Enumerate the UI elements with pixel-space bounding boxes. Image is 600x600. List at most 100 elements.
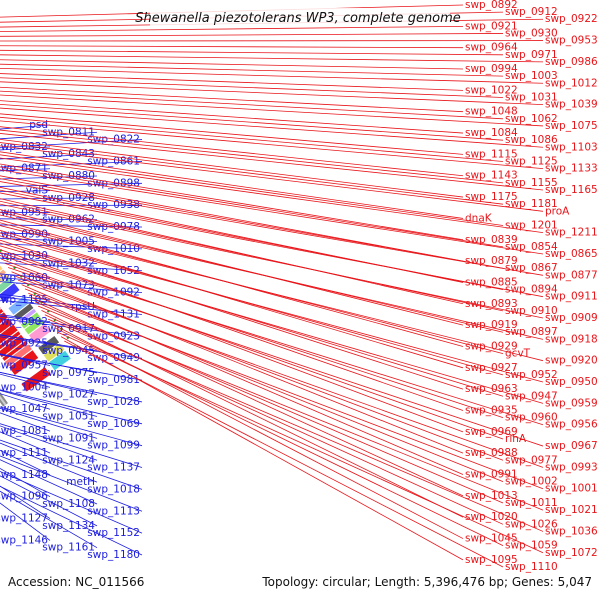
gene-callout-line — [0, 439, 143, 490]
gene-callout-line — [0, 334, 98, 352]
gene-label: psd — [29, 119, 48, 131]
gene-label: swp_1110 — [505, 561, 558, 573]
gene-callout-line — [0, 169, 544, 255]
gene-callout-line — [14, 275, 504, 461]
gene-label: swp_0949 — [87, 352, 140, 364]
gene-label: swp_0952 — [505, 369, 558, 381]
gene-label: swp_0929 — [465, 340, 518, 352]
gene-callout-line — [0, 502, 51, 541]
gene-label: swp_0957 — [0, 360, 48, 372]
gene-callout-line — [0, 239, 464, 390]
gene-label: swp_1069 — [87, 418, 140, 430]
gene-label: swp_0964 — [465, 42, 518, 54]
gene-callout-line — [0, 86, 464, 113]
gene-callout-line — [0, 470, 143, 534]
gene-callout-line — [0, 33, 504, 37]
gene-label: swp_0969 — [465, 426, 518, 438]
gene-label: swp_0971 — [505, 49, 558, 61]
gene-label: swp_1086 — [505, 134, 558, 146]
gene-callout-line — [0, 245, 544, 404]
gene-callout-line — [0, 277, 98, 286]
feature-block — [5, 344, 32, 367]
gene-label: swp_0893 — [465, 298, 518, 310]
gene-label: metH — [66, 476, 95, 488]
gene-label: gcvT — [505, 348, 531, 360]
gene-label: swp_0877 — [545, 269, 598, 281]
gene-callout-line — [0, 154, 504, 226]
gene-callout-line — [24, 288, 504, 483]
feature-block — [8, 296, 30, 315]
gene-label: swp_0871 — [0, 163, 48, 175]
gene-callout-line — [7, 267, 544, 447]
gene-label: swp_1091 — [42, 432, 95, 444]
gene-label: swp_0981 — [87, 374, 140, 386]
gene-label: swp_0975 — [42, 367, 95, 379]
gene-callout-line — [0, 142, 504, 205]
gene-label: swp_0892 — [465, 0, 518, 11]
feature-block — [0, 265, 3, 271]
gene-callout-line — [0, 166, 504, 248]
gene-callout-line — [0, 204, 143, 207]
gene-callout-line — [38, 305, 544, 511]
gene-callout-line — [0, 81, 544, 105]
gene-callout-line — [0, 116, 504, 162]
gene-label: swp_0960 — [505, 412, 558, 424]
gene-callout-line — [0, 145, 544, 212]
gene-callout-line — [0, 133, 544, 191]
gene-label: swp_1027 — [42, 389, 95, 401]
gene-callout-line — [0, 198, 464, 305]
gene-label: swp_1180 — [87, 549, 140, 561]
gene-label: swp_0909 — [545, 312, 598, 324]
gene-label: swp_0894 — [505, 284, 558, 296]
gene-label: swp_1095 — [465, 554, 518, 566]
gene-label: swp_1012 — [545, 77, 598, 89]
gene-label: swp_0935 — [465, 404, 518, 416]
gene-callout-line — [0, 77, 504, 98]
gene-callout-line — [0, 273, 51, 279]
gene-callout-line — [0, 218, 98, 221]
gene-callout-line — [0, 129, 504, 184]
gene-callout-line — [0, 161, 143, 168]
gene-callout-line — [0, 63, 504, 77]
feature-block — [18, 308, 37, 324]
gene-label: swp_1127 — [0, 513, 48, 525]
gene-callout-line — [0, 100, 464, 134]
gene-label: swp_1021 — [545, 504, 598, 516]
gene-callout-line — [0, 157, 544, 234]
gene-callout-line — [0, 372, 143, 403]
gene-callout-line — [0, 107, 544, 148]
gene-label: swp_0897 — [505, 326, 558, 338]
gene-callout-line — [0, 126, 464, 177]
gene-callout-line — [0, 257, 98, 264]
gene-callout-line — [0, 203, 544, 319]
gene-callout-line — [0, 49, 504, 56]
feature-block — [9, 350, 39, 375]
feature-block — [0, 277, 14, 293]
gene-label: swp_0986 — [545, 56, 598, 68]
gene-label: swp_1028 — [87, 396, 140, 408]
gene-label: swp_1001 — [545, 483, 598, 495]
gene-label: swp_0822 — [87, 134, 140, 146]
gene-label: swp_0921 — [465, 20, 518, 32]
gene-label: swp_1002 — [505, 476, 558, 488]
gene-label: swp_0911 — [545, 291, 598, 303]
gene-label: swp_0993 — [545, 461, 598, 473]
gene-label: swp_1075 — [545, 120, 598, 132]
gene-callout-line — [0, 373, 51, 388]
gene-label: swp_1124 — [42, 454, 95, 466]
gene-callout-line — [54, 327, 504, 547]
gene-callout-line — [0, 485, 51, 519]
gene-callout-line — [0, 490, 98, 549]
gene-label: swp_1003 — [505, 70, 558, 82]
gene-label: swp_1099 — [87, 440, 140, 452]
gene-label: swp_1060 — [0, 272, 48, 284]
gene-label: swp_1031 — [505, 91, 558, 103]
gene-label: swp_0925 — [0, 338, 48, 350]
gene-callout-line — [0, 314, 51, 323]
gene-callout-line — [0, 281, 143, 294]
gene-callout-line — [0, 90, 504, 120]
gene-callout-line — [0, 475, 98, 527]
feature-block — [29, 323, 51, 344]
